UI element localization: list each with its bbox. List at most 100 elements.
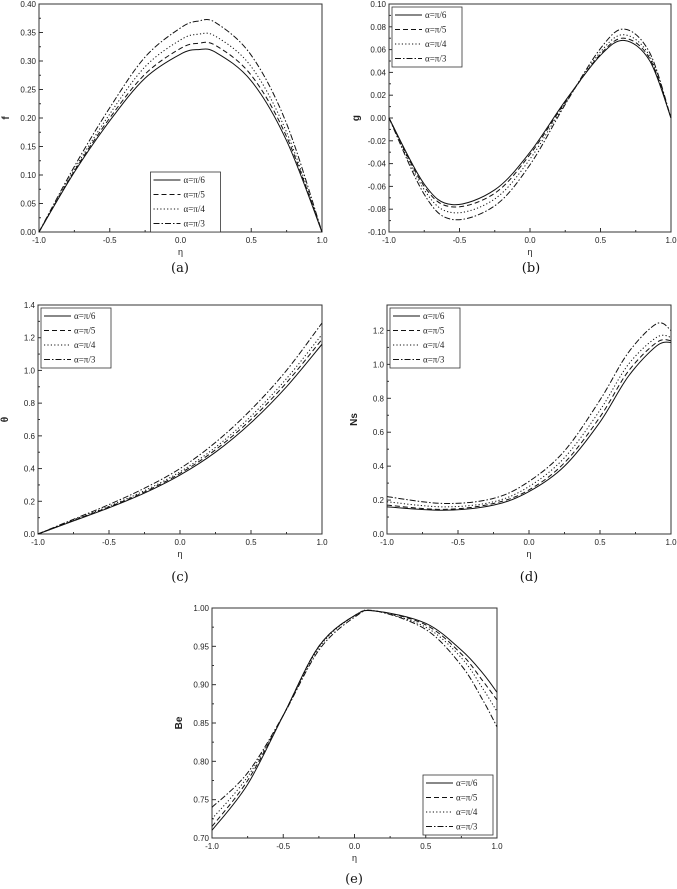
y-tick-label: 0.70 (193, 834, 209, 843)
y-tick-label: 0.80 (193, 757, 209, 766)
legend-label: α=π/5 (423, 326, 445, 336)
series-line (388, 34, 672, 214)
x-tick-label: 0.0 (349, 842, 361, 851)
x-tick-label: -1.0 (382, 236, 396, 245)
y-tick-label: 0.4 (24, 465, 36, 474)
x-tick-label: -0.5 (276, 842, 290, 851)
y-tick-label: -0.08 (368, 205, 387, 214)
y-axis-label: θ (0, 417, 11, 422)
legend: α=π/6 α=π/5 α=π/4 α=π/3 (389, 307, 461, 369)
y-tick-label: 0.95 (193, 642, 209, 651)
y-tick-label: 0.2 (24, 497, 36, 506)
y-tick-label: 0.10 (370, 0, 386, 9)
legend-label: α=π/6 (456, 778, 478, 788)
legend-label: α=π/6 (74, 311, 96, 321)
subplot-caption: (b) (522, 261, 540, 276)
y-tick-label: 0.0 (373, 530, 385, 539)
legend-label: α=π/6 (425, 10, 447, 20)
subplot-e: -1.0 -0.5 0.0 0.5 1.0 0.70 0.75 0.80 0.85 0.90 0.9… (174, 604, 503, 887)
series-line (388, 39, 672, 206)
series-line (386, 341, 672, 511)
y-tick-label: 0.40 (20, 0, 36, 9)
y-tick-label: 0.2 (373, 496, 385, 505)
subplot-b: -1.0 -0.5 0.0 0.5 1.0 -0.10 -0.08 -0.06 -0.04 -0.… (351, 0, 677, 276)
y-tick-label: 0.6 (24, 432, 36, 441)
y-tick-label: 0.02 (370, 91, 386, 100)
x-tick-label: -1.0 (31, 538, 45, 547)
subplot-caption: (e) (345, 872, 363, 887)
x-axis-label: η (178, 247, 183, 257)
subplot-caption: (d) (520, 570, 538, 585)
legend-box (391, 6, 463, 68)
x-tick-label: 1.0 (491, 842, 503, 851)
y-tick-label: 0.08 (370, 23, 386, 32)
x-tick-label: -0.5 (453, 236, 467, 245)
legend-box (150, 171, 221, 233)
legend-label: α=π/6 (423, 311, 445, 321)
y-tick-label: 0.04 (370, 68, 386, 77)
legend-box (40, 307, 112, 369)
series-line (386, 322, 672, 504)
y-tick-label: 1.4 (24, 301, 36, 310)
legend-label: α=π/4 (74, 340, 96, 350)
series-line (388, 37, 672, 208)
x-tick-label: -0.5 (102, 538, 116, 547)
series-line (38, 41, 323, 233)
x-tick-label: 1.0 (665, 538, 677, 547)
x-tick-label: 0.0 (524, 236, 536, 245)
y-tick-label: 0.10 (20, 171, 36, 180)
y-axis-label: g (351, 115, 362, 121)
y-tick-label: 0.8 (373, 394, 385, 403)
legend-label: α=π/4 (423, 340, 445, 350)
y-tick-label: 0.05 (20, 200, 36, 209)
x-tick-label: -0.5 (451, 538, 465, 547)
y-tick-label: 0.90 (193, 681, 209, 690)
series-line (386, 339, 672, 510)
y-tick-label: 1.2 (373, 326, 385, 335)
legend-label: α=π/5 (74, 326, 96, 336)
x-tick-label: 0.5 (246, 236, 258, 245)
legend-label: α=π/3 (184, 219, 206, 229)
x-tick-label: 1.0 (316, 236, 328, 245)
y-tick-label: 0.00 (370, 114, 386, 123)
subplot-a: -1.0 -0.5 0.0 0.5 1.0 0.00 0.05 0.10 0.15 0.20 0.2… (1, 0, 328, 276)
y-tick-label: 1.2 (24, 334, 36, 343)
x-tick-label: 0.0 (523, 538, 535, 547)
legend: α=π/6 α=π/5 α=π/4 α=π/3 (391, 6, 463, 68)
y-axis-label: f (1, 116, 12, 120)
series-line (38, 32, 323, 233)
y-tick-label: 1.00 (193, 604, 209, 613)
legend-label: α=π/4 (184, 204, 206, 214)
y-tick-label: 1.0 (373, 360, 385, 369)
x-axis-label: η (177, 549, 182, 559)
legend-label: α=π/4 (425, 39, 447, 49)
legend-label: α=π/6 (184, 175, 206, 185)
subplot-caption: (a) (171, 261, 189, 276)
series-line (38, 18, 323, 233)
legend: α=π/6 α=π/5 α=π/4 α=π/3 (150, 171, 221, 233)
legend-label: α=π/4 (456, 807, 478, 817)
subplot-caption: (c) (171, 570, 188, 585)
y-tick-label: 0.8 (24, 399, 36, 408)
x-tick-label: 0.0 (174, 538, 186, 547)
series-line (386, 334, 672, 508)
x-tick-label: -1.0 (205, 842, 219, 851)
legend: α=π/6 α=π/5 α=π/4 α=π/3 (422, 774, 494, 836)
y-tick-label: 0.75 (193, 796, 209, 805)
y-tick-label: 0.35 (20, 29, 36, 38)
series-line (38, 48, 323, 233)
subplot-c: -1.0 -0.5 0.0 0.5 1.0 0.0 0.2 0.4 0.6 0.8 1.0 1.2 1.… (0, 301, 328, 585)
y-tick-label: 0.06 (370, 46, 386, 55)
y-tick-label: 0.85 (193, 719, 209, 728)
series-line (211, 609, 498, 808)
legend-label: α=π/5 (184, 190, 206, 200)
series-line (37, 343, 323, 535)
x-tick-label: 0.5 (595, 236, 607, 245)
y-tick-label: 1.0 (24, 366, 36, 375)
series-line (37, 339, 323, 535)
x-tick-label: 0.0 (175, 236, 187, 245)
series-line (211, 609, 498, 820)
x-tick-label: 0.5 (594, 538, 606, 547)
y-tick-label: 0.25 (20, 86, 36, 95)
